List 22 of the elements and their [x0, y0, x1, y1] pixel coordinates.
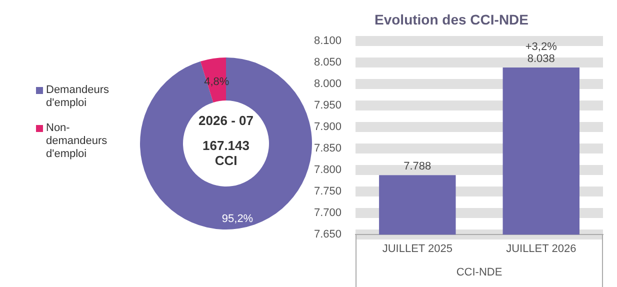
y-tick-label: 7.850	[314, 142, 342, 154]
y-tick-label: 8.050	[314, 56, 342, 68]
legend-label: Non-demandeurs d'emploi	[46, 122, 108, 161]
y-tick-label: 7.950	[314, 99, 342, 112]
data-label: 8.038	[527, 53, 555, 66]
y-tick-label: 8.100	[314, 34, 342, 47]
legend-label: Demandeurs d'emploi	[46, 84, 110, 110]
x-axis-title: CCI-NDE	[456, 266, 502, 278]
y-tick-label: 7.800	[314, 164, 342, 176]
y-tick-label: 7.700	[314, 207, 342, 220]
annotation: +3,2%	[525, 41, 558, 54]
y-tick-label: 7.900	[314, 120, 342, 133]
text: 2026 - 07	[198, 113, 254, 128]
data-label: 95,2%	[222, 213, 254, 226]
y-tick-label: 7.750	[314, 186, 342, 198]
data-label: 7.788	[404, 160, 432, 173]
x-tick-label: JUILLET 2025	[382, 243, 452, 256]
y-tick-label: 7.650	[314, 228, 342, 241]
text: 167.143 CCI	[202, 138, 250, 168]
x-tick-label: JUILLET 2026	[506, 243, 576, 256]
chart-title: Evolution des CCI-NDE	[374, 11, 529, 28]
y-tick-label: 8.000	[314, 78, 342, 90]
